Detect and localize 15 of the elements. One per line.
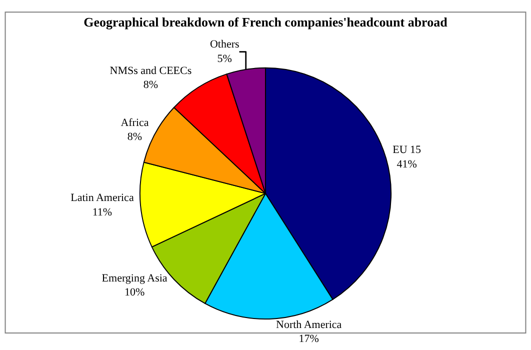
data-label: 8% (127, 131, 142, 144)
chart-title: Geographical breakdown of French companies'headcount abroad (84, 14, 448, 30)
data-label: 11% (92, 206, 112, 219)
data-label: 5% (217, 52, 232, 65)
data-label: 41% (396, 158, 417, 171)
data-label: 17% (298, 333, 319, 346)
slice-label: NMSs and CEECs (110, 64, 192, 77)
data-label: 8% (143, 79, 158, 92)
data-label: 10% (124, 286, 145, 299)
slice-label: Emerging Asia (102, 272, 168, 284)
slice-label: EU 15 (392, 144, 422, 156)
slice-label: Africa (120, 116, 149, 129)
slice-label: Latin America (70, 192, 134, 204)
slice-label: Others (210, 38, 240, 51)
slice-label: North America (276, 318, 342, 331)
